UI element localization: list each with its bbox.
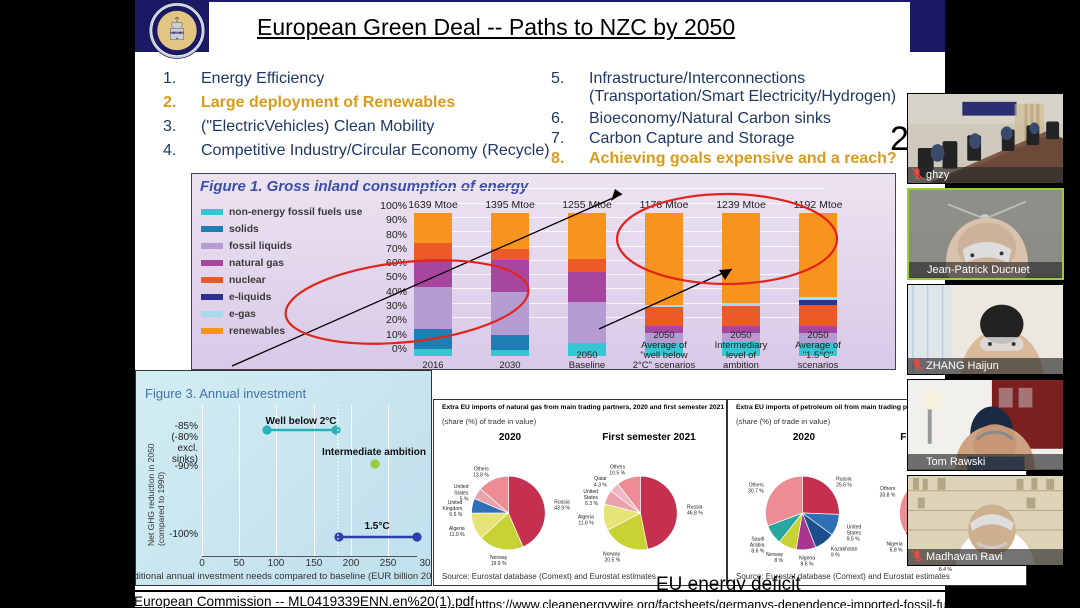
svg-text:46.8 %: 46.8 % (687, 510, 703, 516)
svg-text:Nigeria: Nigeria (886, 542, 902, 548)
svg-text:United: United (847, 524, 862, 530)
svg-text:Russia: Russia (554, 499, 570, 505)
svg-text:11.6 %: 11.6 % (578, 521, 594, 527)
svg-text:Algeria: Algeria (578, 515, 594, 521)
svg-text:19.9 %: 19.9 % (491, 561, 507, 567)
svg-text:United: United (454, 484, 469, 490)
svg-text:Qatar: Qatar (594, 476, 607, 482)
svg-text:20.5 %: 20.5 % (604, 557, 620, 563)
svg-text:10.5 %: 10.5 % (609, 471, 625, 477)
svg-text:5 %: 5 % (460, 496, 469, 502)
svg-text:8 %: 8 % (774, 558, 783, 564)
svg-text:Algeria: Algeria (449, 526, 465, 532)
svg-text:4.3 %: 4.3 % (594, 482, 607, 488)
svg-text:States: States (584, 495, 599, 501)
svg-text:States: States (847, 531, 862, 537)
svg-text:States: States (454, 490, 469, 496)
svg-text:Saudi: Saudi (751, 537, 764, 543)
svg-text:6.3 %: 6.3 % (585, 501, 598, 507)
svg-text:United: United (583, 489, 598, 495)
svg-text:Others: Others (474, 466, 490, 472)
svg-text:Arabia: Arabia (750, 543, 765, 549)
svg-text:6.5 %: 6.5 % (449, 512, 462, 518)
svg-text:Norway: Norway (603, 551, 621, 557)
svg-text:8.6 %: 8.6 % (751, 549, 764, 555)
svg-text:30.7 %: 30.7 % (748, 488, 764, 494)
svg-text:Russia: Russia (687, 504, 703, 510)
svg-text:Others: Others (749, 482, 765, 488)
svg-text:Others: Others (880, 486, 896, 492)
svg-text:33.8 %: 33.8 % (880, 492, 896, 498)
svg-text:9.5 %: 9.5 % (847, 537, 860, 543)
svg-text:Kazakhstan: Kazakhstan (831, 546, 858, 552)
svg-text:11.9 %: 11.9 % (449, 532, 465, 538)
svg-text:6.8 %: 6.8 % (890, 548, 903, 554)
svg-text:13.8 %: 13.8 % (473, 472, 489, 478)
svg-text:Russia: Russia (836, 476, 852, 482)
svg-text:Norway: Norway (490, 555, 508, 561)
svg-text:25.6 %: 25.6 % (836, 483, 852, 489)
svg-text:Kingdom: Kingdom (442, 506, 462, 512)
svg-text:43.9 %: 43.9 % (554, 506, 570, 512)
svg-text:Nigeria: Nigeria (799, 556, 815, 562)
svg-text:Norway: Norway (766, 552, 784, 558)
svg-text:8.6 %: 8.6 % (801, 562, 814, 568)
svg-text:9 %: 9 % (831, 552, 840, 558)
svg-text:Others: Others (610, 465, 626, 471)
